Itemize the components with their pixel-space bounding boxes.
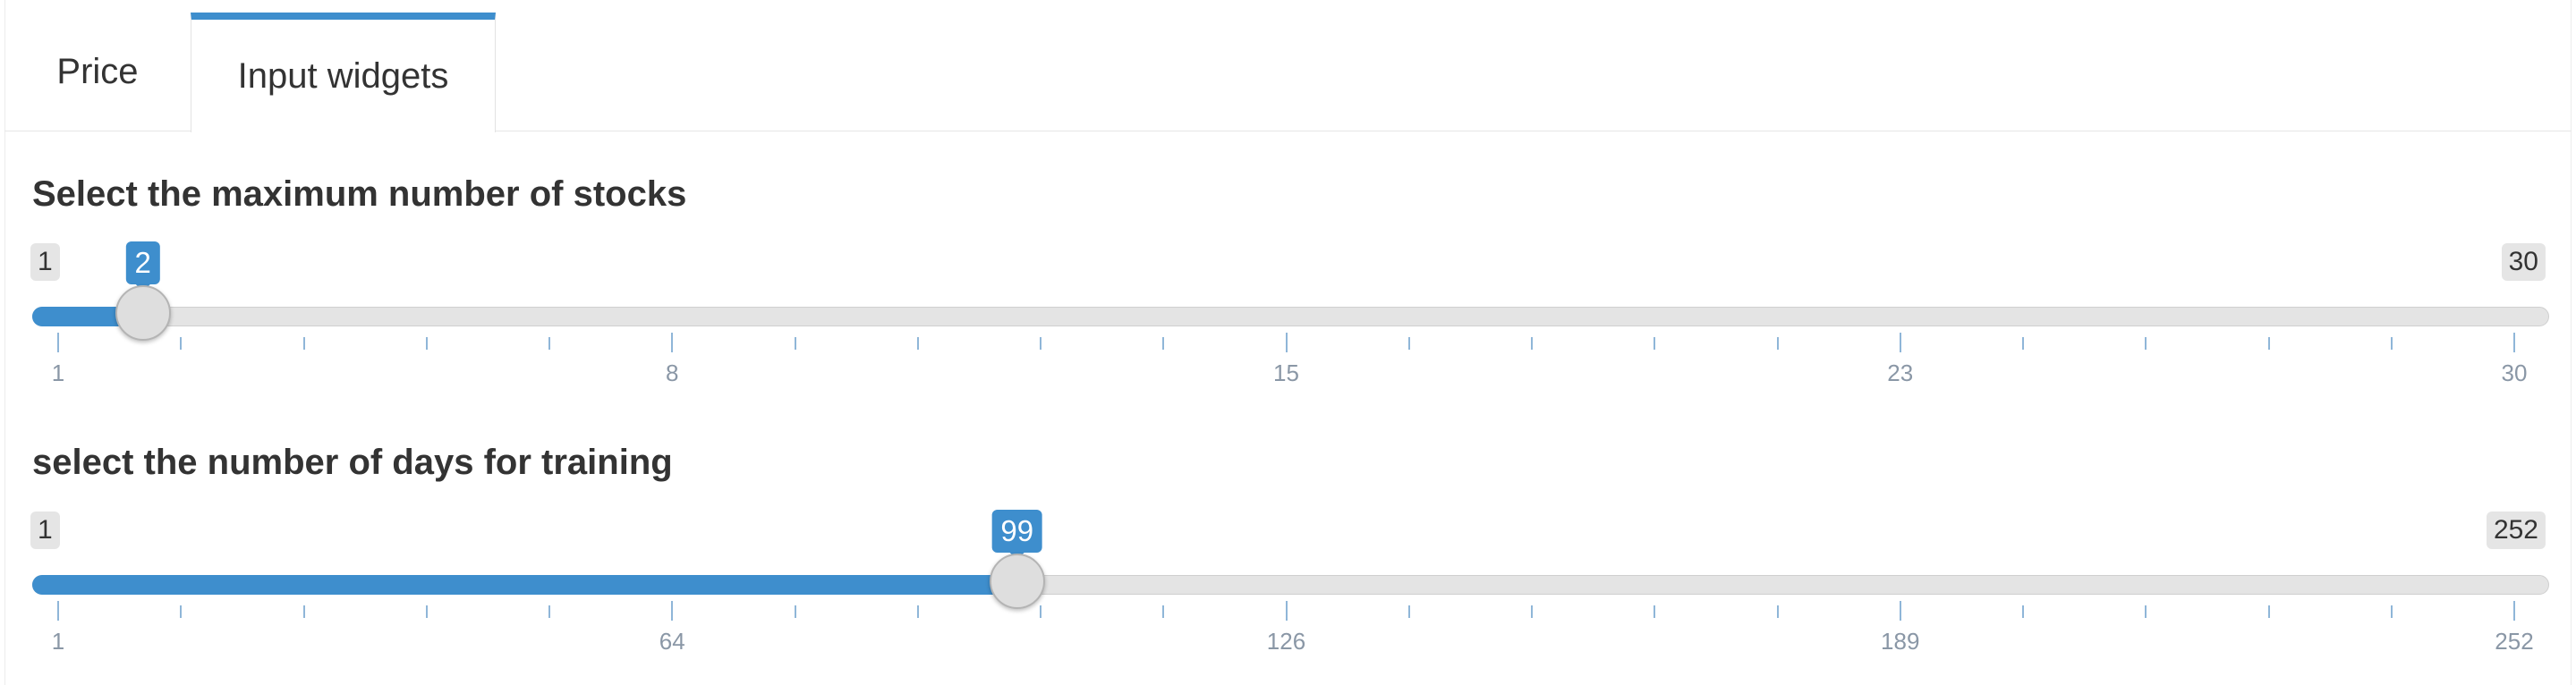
slider-tick <box>2513 601 2515 621</box>
slider-tick <box>1899 333 1901 352</box>
slider-tick <box>2145 605 2147 618</box>
slider-stocks-value: 2 <box>125 241 160 292</box>
slider-tick <box>180 605 183 618</box>
slider-tick-label: 1 <box>51 628 65 655</box>
slider-tick-label: 15 <box>1273 359 1299 386</box>
slider-stocks-label: Select the maximum number of stocks <box>32 174 687 214</box>
slider-tick <box>1531 605 1533 618</box>
slider-tick <box>1654 605 1656 618</box>
slider-stocks-min: 1 <box>30 243 60 281</box>
slider-tick <box>57 601 59 621</box>
slider-tick <box>2267 337 2270 350</box>
slider-tick <box>916 337 919 350</box>
slider-tick-label: 64 <box>659 628 685 655</box>
slider-tick <box>302 605 305 618</box>
slider-tick <box>671 601 674 621</box>
slider-tick <box>2022 337 2024 350</box>
slider-tick <box>916 605 919 618</box>
slider-tick <box>1285 333 1288 352</box>
slider-tick <box>548 337 550 350</box>
panel-right-border <box>2571 0 2572 685</box>
slider-tick <box>2390 337 2393 350</box>
slider-tick <box>2513 333 2515 352</box>
slider-tick <box>425 605 428 618</box>
slider-tick <box>1776 605 1779 618</box>
slider-days-max: 252 <box>2486 512 2546 549</box>
slider-tick <box>2145 337 2147 350</box>
slider-tick <box>2390 605 2393 618</box>
slider-stocks-ticks: 1 8 15 23 30 <box>0 328 2576 386</box>
slider-tick <box>1531 337 1533 350</box>
slider-tick <box>1162 337 1165 350</box>
slider-days-ticks: 1 64 126 189 252 <box>0 596 2576 655</box>
slider-tick-label: 126 <box>1266 628 1306 655</box>
slider-days-value: 99 <box>991 510 1043 560</box>
slider-days-min: 1 <box>30 512 60 549</box>
slider-tick <box>794 605 796 618</box>
slider-tick-label: 189 <box>1881 628 1920 655</box>
tab-input-widgets[interactable]: Input widgets <box>191 13 496 132</box>
slider-days-label: select the number of days for training <box>32 443 673 482</box>
slider-tick <box>1654 337 1656 350</box>
slider-tick <box>1285 601 1288 621</box>
slider-tick <box>794 337 796 350</box>
slider-tick-label: 252 <box>2495 628 2534 655</box>
slider-stocks-track[interactable] <box>32 307 2549 326</box>
slider-tick <box>1899 601 1901 621</box>
slider-tick-label: 8 <box>666 359 679 386</box>
slider-days-fill <box>32 575 1017 595</box>
slider-tick <box>1040 605 1041 618</box>
tab-bar <box>4 0 2572 131</box>
slider-stocks-max: 30 <box>2501 243 2546 281</box>
slider-days-handle[interactable] <box>989 554 1045 609</box>
slider-tick <box>2022 605 2024 618</box>
slider-tick-label: 1 <box>51 359 65 386</box>
slider-tick <box>2267 605 2270 618</box>
slider-tick <box>1040 337 1041 350</box>
slider-stocks-handle[interactable] <box>115 285 171 341</box>
slider-tick <box>1162 605 1165 618</box>
slider-tick <box>1407 605 1410 618</box>
slider-tick <box>425 337 428 350</box>
slider-tick <box>57 333 59 352</box>
slider-tick <box>1776 337 1779 350</box>
panel-left-border <box>4 0 5 685</box>
slider-tick <box>671 333 674 352</box>
slider-tick-label: 30 <box>2501 359 2528 386</box>
tab-price[interactable]: Price <box>56 51 139 91</box>
slider-tick <box>548 605 550 618</box>
slider-tick-label: 23 <box>1887 359 1914 386</box>
slider-tick <box>1407 337 1410 350</box>
slider-tick <box>180 337 183 350</box>
slider-tick <box>302 337 305 350</box>
